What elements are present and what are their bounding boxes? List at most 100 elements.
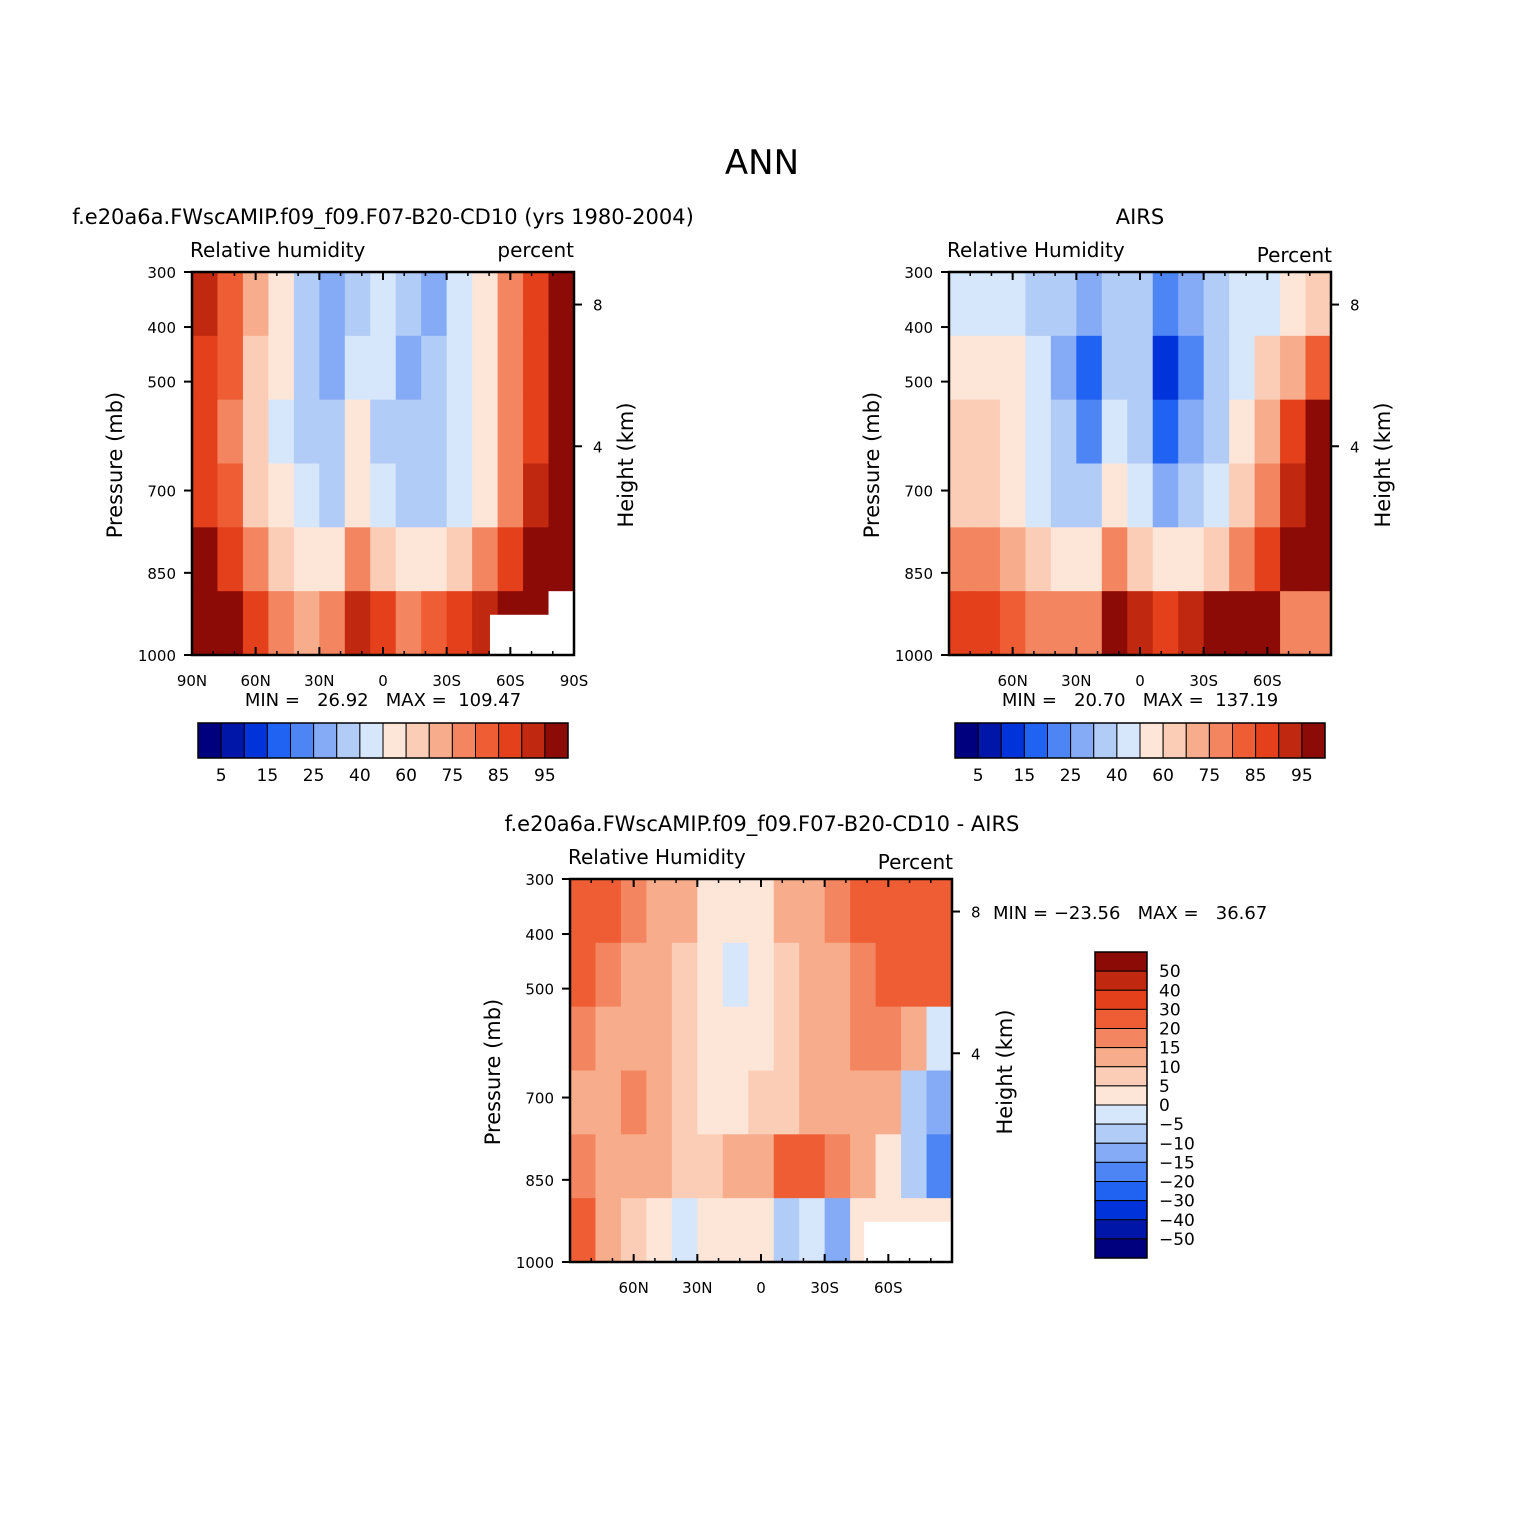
- x-tick-label: 60N: [998, 672, 1028, 690]
- y-tick-label: 400: [525, 926, 554, 944]
- field-cell: [217, 272, 244, 337]
- field-cell: [192, 591, 219, 656]
- field-cell: [1178, 591, 1205, 656]
- field-cell: [1025, 591, 1052, 656]
- field-cell: [395, 272, 422, 337]
- field-cell: [570, 1134, 597, 1199]
- colorbar-label: −40: [1159, 1211, 1195, 1231]
- x-tick-label: 30N: [682, 1279, 712, 1297]
- field-cell: [242, 591, 269, 656]
- field-cell: [1305, 399, 1332, 465]
- field-cell: [1178, 335, 1205, 401]
- field-cell: [1050, 399, 1077, 465]
- field-cell: [646, 1134, 673, 1199]
- y-tick-label: 850: [525, 1172, 554, 1190]
- field-cell: [595, 1198, 622, 1263]
- panel-obs-right-label: Percent: [1257, 243, 1332, 267]
- field-cell: [1305, 527, 1332, 592]
- field-cell: [875, 942, 902, 1008]
- field-cell: [646, 1070, 673, 1135]
- field-cell: [949, 591, 976, 656]
- field-cell: [646, 879, 673, 944]
- colorbar-label: 15: [1159, 1039, 1181, 1059]
- field-cell: [344, 463, 371, 528]
- field-cell: [1178, 272, 1205, 337]
- field-cell: [1076, 527, 1103, 592]
- field-cell: [1025, 272, 1052, 337]
- field-cell: [697, 879, 724, 944]
- panel-model: f.e20a6a.FWscAMIP.f09_f09.F07-B20-CD10 (…: [72, 205, 694, 786]
- field-cell: [446, 335, 473, 401]
- field-cell: [1076, 463, 1103, 528]
- field-cell: [548, 527, 575, 592]
- colorbar-model: 5 15 25 40 60 75 85 95: [197, 722, 569, 786]
- field-cell: [497, 335, 524, 401]
- field-cell: [242, 527, 269, 592]
- field-cell: [1127, 399, 1154, 465]
- colorbar-label: 20: [1159, 1020, 1181, 1040]
- field-cell: [319, 591, 346, 656]
- field-cell: [773, 942, 800, 1008]
- field-cell: [1254, 272, 1281, 337]
- field-cell: [472, 399, 499, 465]
- colorbar-swatch: [1094, 1047, 1148, 1068]
- field-cell: [1076, 272, 1103, 337]
- field-cell: [999, 463, 1026, 528]
- field-cell: [1254, 463, 1281, 528]
- field-cell: [748, 1198, 775, 1263]
- field-cell: [217, 335, 244, 401]
- min-max-model: MIN = 26.92 MAX = 109.47: [245, 690, 521, 711]
- colorbar-label: 15: [257, 766, 279, 786]
- field-cell: [824, 942, 851, 1008]
- x-tick-label: 30S: [810, 1279, 839, 1297]
- field-cell: [1280, 527, 1307, 592]
- field-cell: [1305, 272, 1332, 337]
- field-cell: [217, 463, 244, 528]
- field-cell: [523, 272, 550, 337]
- field-cell: [646, 1006, 673, 1072]
- field-cell: [1305, 463, 1332, 528]
- field-cell: [620, 879, 647, 944]
- field-cell: [850, 1070, 877, 1135]
- field-cell: [217, 591, 244, 656]
- field-cell: [1101, 591, 1128, 656]
- field-cell: [319, 527, 346, 592]
- field-cell: [646, 1198, 673, 1263]
- field-cell: [974, 335, 1001, 401]
- colorbar-label: 15: [1014, 766, 1036, 786]
- field-cell: [319, 335, 346, 401]
- field-cell: [395, 335, 422, 401]
- field-cell: [570, 879, 597, 944]
- colorbar-swatch: [521, 722, 546, 759]
- field-cell: [722, 942, 749, 1008]
- field-cell: [1280, 272, 1307, 337]
- field-cell: [697, 1134, 724, 1199]
- field-cell: [344, 399, 371, 465]
- colorbar-swatch: [336, 722, 361, 759]
- y2-axis-label-diff: Height (km): [993, 1009, 1017, 1134]
- colorbar-label: 10: [1159, 1058, 1181, 1078]
- field-cell: [570, 1070, 597, 1135]
- field-cell: [344, 335, 371, 401]
- field-cell: [1050, 591, 1077, 656]
- field-cell: [850, 942, 877, 1008]
- field-cell: [497, 272, 524, 337]
- panel-model-left-label: Relative humidity: [190, 238, 365, 262]
- field-cell: [319, 399, 346, 465]
- colorbar-swatch: [1094, 951, 1148, 972]
- field-cell: [1203, 527, 1230, 592]
- colorbar-swatch: [1139, 722, 1164, 759]
- field-cell: [799, 1070, 826, 1135]
- colorbar-swatch: [1278, 722, 1303, 759]
- y-axis-label-diff: Pressure (mb): [481, 999, 505, 1146]
- field-cell: [421, 591, 448, 656]
- field-cell: [1152, 463, 1179, 528]
- field-cell: [242, 463, 269, 528]
- field-cell: [472, 272, 499, 337]
- field-cell: [799, 1006, 826, 1072]
- field-cell: [824, 1070, 851, 1135]
- figure-title: ANN: [725, 143, 799, 183]
- colorbar-swatch: [1023, 722, 1049, 759]
- panel-diff: f.e20a6a.FWscAMIP.f09_f09.F07-B20-CD10 -…: [481, 812, 1267, 1297]
- field-cell: [421, 335, 448, 401]
